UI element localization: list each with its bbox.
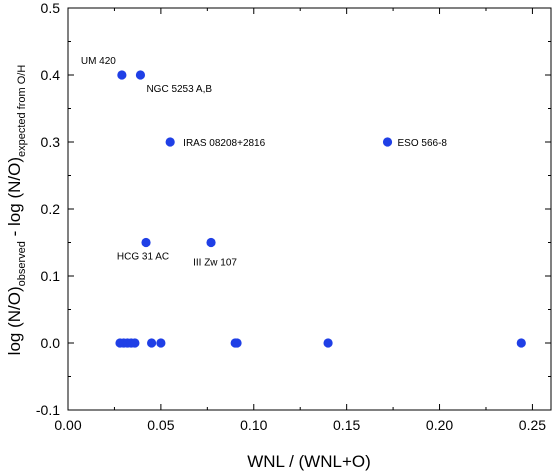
plot-frame [67, 7, 552, 411]
y-tick-label: 0.3 [41, 134, 61, 150]
point-label: UM 420 [81, 56, 116, 67]
x-axis-title: WNL / (WNL+O) [247, 452, 371, 471]
x-tick-label: 0.00 [54, 417, 81, 433]
y-axis-title-sub1: observed [16, 241, 28, 286]
data-point [141, 237, 151, 248]
data-point [156, 338, 166, 348]
data-point [130, 338, 140, 348]
y-tick-label: 0.5 [41, 0, 61, 16]
y-axis-title: log (N/O)observed - log (N/O)expected fr… [5, 65, 28, 356]
data-point [232, 338, 242, 348]
x-tick-label: 0.15 [333, 417, 360, 433]
data-point [382, 137, 393, 147]
data-point [165, 137, 175, 147]
y-axis-title-part1: log (N/O) [5, 286, 24, 355]
data-point [146, 338, 157, 348]
point-label: III Zw 107 [193, 258, 237, 269]
x-tick-label: 0.20 [426, 417, 453, 433]
y-axis-title-part2: - log (N/O) [5, 157, 24, 241]
data-points [115, 70, 526, 348]
x-tick-label: 0.05 [147, 417, 174, 433]
y-tick-label: 0.0 [41, 335, 61, 351]
x-tick-label: 0.25 [519, 417, 546, 433]
x-tick-label: 0.10 [240, 417, 267, 433]
y-axis-title-sub2: expected from O/H [16, 65, 28, 157]
point-label: ESO 566-8 [398, 138, 448, 149]
data-point [323, 338, 333, 348]
y-tick-label: -0.1 [36, 402, 60, 418]
y-tick-label: 0.4 [41, 67, 61, 83]
point-label: HCG 31 AC [117, 252, 169, 263]
data-point [206, 237, 216, 248]
y-tick-label: 0.2 [41, 201, 61, 217]
data-point [516, 338, 526, 348]
y-tick-label: 0.1 [41, 268, 61, 284]
point-labels: UM 420 NGC 5253 A,B IRAS 08208+2816 ESO 566… [81, 56, 448, 269]
point-label: IRAS 08208+2816 [183, 138, 265, 149]
point-label: NGC 5253 A,B [146, 84, 212, 95]
axis-tick-labels: 0.00 0.05 0.10 0.15 0.20 0.25 -0.1 0.0 0.1 0.2 0.3… [36, 0, 546, 433]
axis-ticks [67, 7, 551, 411]
data-point [117, 70, 127, 80]
data-point [135, 70, 146, 80]
